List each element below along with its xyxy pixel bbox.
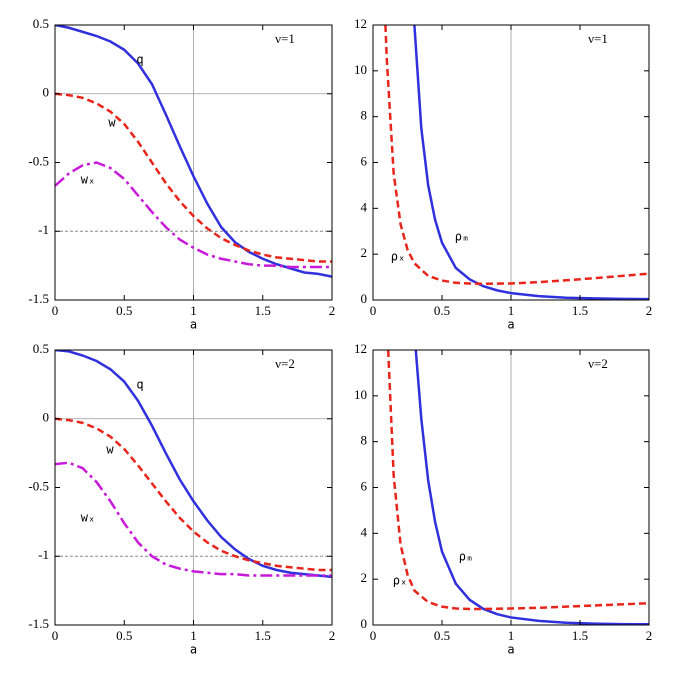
x-axis-label: a (507, 643, 514, 657)
x-tick-label: 1 (508, 303, 515, 318)
y-tick-label: 0 (361, 291, 368, 306)
curve-label: ρₘ (459, 550, 473, 564)
x-tick-label: 1.5 (255, 303, 271, 318)
x-tick-label: 2 (329, 628, 336, 643)
y-tick-label: 0.5 (33, 16, 49, 31)
curve-label: ρₘ (455, 230, 469, 244)
y-tick-label: 10 (354, 387, 367, 402)
y-tick-label: 6 (361, 153, 368, 168)
y-tick-label: 0 (43, 410, 50, 425)
y-tick-label: 12 (354, 341, 367, 356)
curve-label: w (106, 443, 114, 457)
panel-annotation: ν=1 (588, 31, 608, 46)
y-tick-label: 0.5 (33, 341, 49, 356)
y-tick-label: 8 (361, 433, 368, 448)
x-tick-label: 1 (508, 628, 515, 643)
curve (55, 161, 332, 269)
y-tick-label: 12 (354, 16, 367, 31)
curve (55, 461, 332, 577)
x-tick-label: 0.5 (116, 628, 132, 643)
x-tick-label: 0 (52, 628, 59, 643)
x-tick-label: 1.5 (572, 628, 588, 643)
y-tick-label: 0 (43, 85, 50, 100)
curve-label: wₓ (81, 511, 95, 525)
x-tick-label: 2 (646, 628, 653, 643)
y-tick-label: 0 (361, 616, 368, 631)
plot-area (55, 25, 332, 278)
curve (55, 350, 332, 579)
y-tick-label: 10 (354, 62, 367, 77)
curve-label: q (136, 53, 143, 67)
curve (55, 417, 332, 572)
x-tick-label: 0.5 (434, 628, 450, 643)
x-axis-label: a (190, 318, 197, 332)
curve-label: w (108, 116, 116, 130)
panel-annotation: ν=2 (275, 356, 295, 371)
x-tick-label: 0 (370, 303, 377, 318)
y-tick-label: -1 (38, 222, 49, 237)
x-tick-label: 1.5 (572, 303, 588, 318)
panel-annotation: ν=2 (588, 356, 608, 371)
x-tick-label: 0.5 (434, 303, 450, 318)
plot-area (55, 350, 332, 579)
curve (386, 350, 649, 611)
y-tick-label: -1.5 (28, 616, 49, 631)
x-tick-label: 0 (52, 303, 59, 318)
y-tick-label: -0.5 (28, 478, 49, 493)
curve (414, 350, 649, 625)
y-tick-label: 2 (361, 245, 368, 260)
y-tick-label: 2 (361, 570, 368, 585)
curve (413, 25, 649, 300)
x-tick-label: 2 (329, 303, 336, 318)
y-tick-label: 6 (361, 478, 368, 493)
curve-label: wₓ (81, 173, 95, 187)
curve-label: ρₓ (393, 574, 407, 588)
x-tick-label: 0 (370, 628, 377, 643)
curve (55, 25, 332, 278)
y-tick-label: 4 (361, 524, 368, 539)
x-tick-label: 1 (190, 628, 197, 643)
curve (384, 25, 649, 285)
y-tick-label: -1 (38, 547, 49, 562)
curve-label: ρₓ (391, 250, 405, 264)
plot-area (386, 350, 649, 625)
x-tick-label: 1.5 (255, 628, 271, 643)
curve-label: q (136, 378, 143, 392)
x-tick-label: 2 (646, 303, 653, 318)
plot-area (384, 25, 649, 300)
panel-annotation: ν=1 (275, 31, 295, 46)
curve (55, 92, 332, 263)
x-tick-label: 1 (190, 303, 197, 318)
y-tick-label: -0.5 (28, 153, 49, 168)
x-tick-label: 0.5 (116, 303, 132, 318)
y-tick-label: 8 (361, 108, 368, 123)
x-axis-label: a (507, 318, 514, 332)
y-tick-label: 4 (361, 199, 368, 214)
y-tick-label: -1.5 (28, 291, 49, 306)
x-axis-label: a (190, 643, 197, 657)
